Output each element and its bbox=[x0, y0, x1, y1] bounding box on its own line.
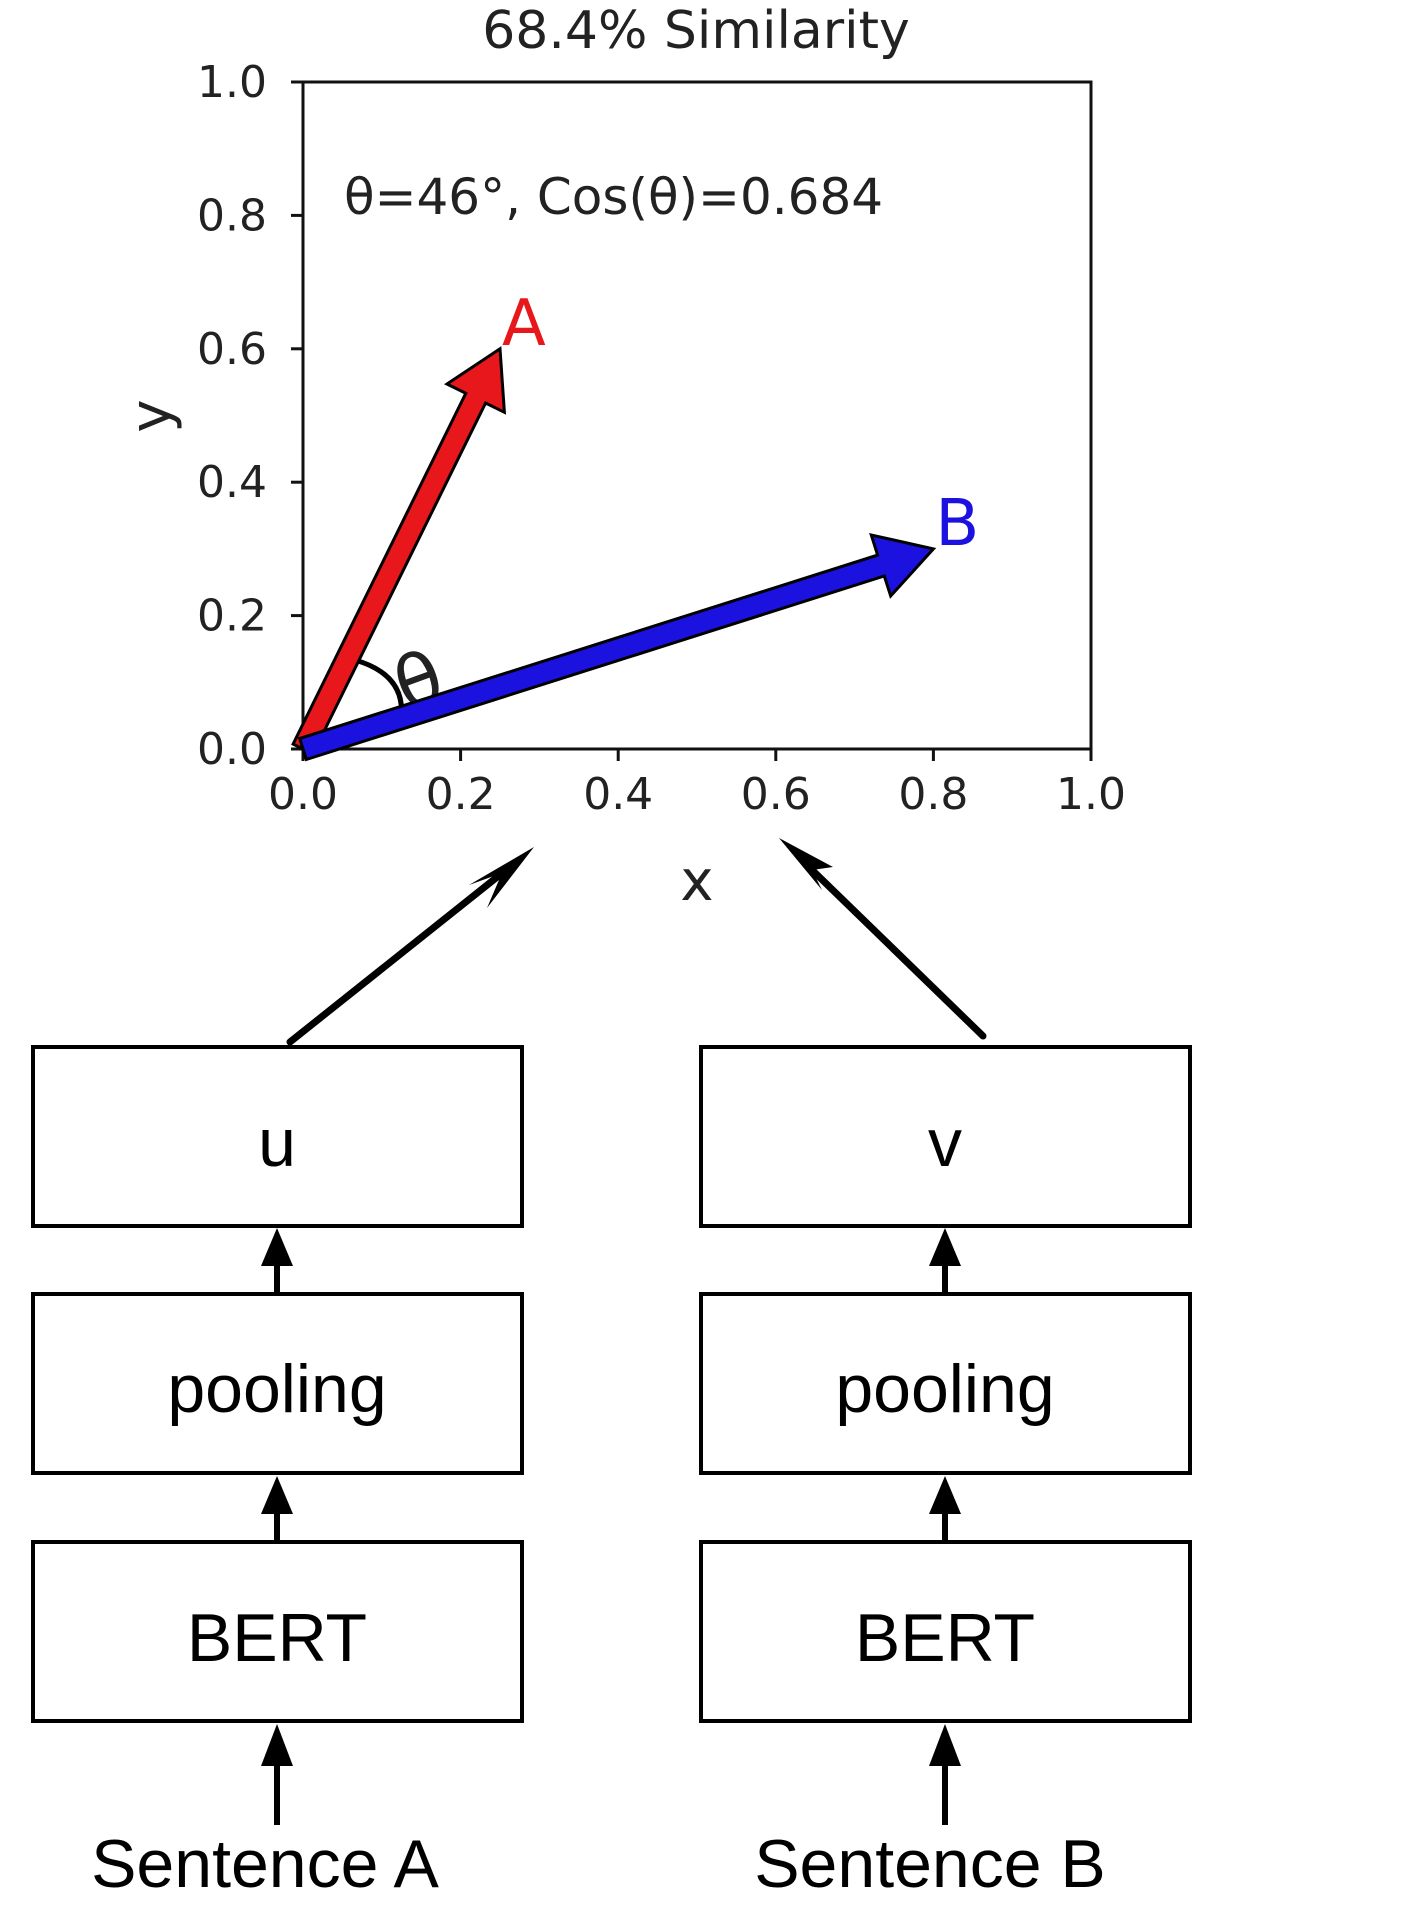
bert-box-b bbox=[699, 1540, 1192, 1723]
v-label: v bbox=[928, 1105, 962, 1181]
x-tick-label: 1.0 bbox=[1056, 769, 1126, 820]
vector-layer: AB bbox=[291, 287, 979, 762]
pooling-box-b bbox=[699, 1292, 1192, 1475]
x-tick-label: 0.0 bbox=[268, 769, 338, 820]
vector-a-label: A bbox=[502, 287, 546, 361]
x-axis-label: x bbox=[680, 849, 713, 914]
bert-to-pooling-arrowhead-a bbox=[261, 1476, 293, 1514]
pooling-box-a bbox=[31, 1292, 524, 1475]
vector-b-label: B bbox=[935, 487, 979, 561]
chart-title: 68.4% Similarity bbox=[482, 1, 910, 61]
embedding-connectors bbox=[286, 838, 987, 1046]
u-to-plot-arrow bbox=[286, 866, 510, 1046]
similarity-plot: 68.4% Similarity 0.0 0.2 0.4 0.6 0.8 1.0 0.00… bbox=[119, 1, 1126, 914]
vector-a-arrow bbox=[291, 346, 507, 756]
x-tick-label: 0.2 bbox=[426, 769, 496, 820]
pooling-to-v-arrowhead bbox=[929, 1228, 961, 1266]
sentence-to-bert-arrowhead-b bbox=[929, 1724, 961, 1766]
left-pipeline: u pooling BERT Sentence A bbox=[31, 1045, 524, 1902]
right-pipeline: v pooling BERT Sentence B bbox=[699, 1045, 1192, 1902]
pooling-label-a: pooling bbox=[167, 1351, 386, 1427]
bert-label-b: BERT bbox=[855, 1600, 1035, 1676]
bert-to-pooling-arrowhead-b bbox=[929, 1476, 961, 1514]
bert-box-a bbox=[31, 1540, 524, 1723]
x-axis-ticks: 0.0 0.2 0.4 0.6 0.8 1.0 bbox=[268, 749, 1126, 820]
x-tick-label: 0.6 bbox=[741, 769, 811, 820]
vector-b-arrow bbox=[297, 532, 937, 762]
sentence-b-label: Sentence B bbox=[754, 1826, 1106, 1902]
v-to-plot-arrow bbox=[804, 862, 987, 1040]
y-tick-label: 1.0 bbox=[197, 57, 267, 108]
x-tick-label: 0.4 bbox=[583, 769, 653, 820]
y-tick-label: 0.8 bbox=[197, 190, 267, 241]
y-tick-label: 0.4 bbox=[197, 457, 267, 508]
u-arrowhead bbox=[469, 847, 534, 908]
y-axis-label: y bbox=[119, 399, 184, 432]
sentence-a-label: Sentence A bbox=[91, 1826, 439, 1902]
sentence-to-bert-arrowhead-a bbox=[261, 1724, 293, 1766]
u-box bbox=[31, 1045, 524, 1228]
v-arrowhead bbox=[779, 838, 833, 890]
pooling-label-b: pooling bbox=[835, 1351, 1054, 1427]
u-label: u bbox=[258, 1105, 296, 1181]
plot-frame bbox=[301, 80, 1093, 751]
v-box bbox=[699, 1045, 1192, 1228]
similarity-annotation: θ=46°, Cos(θ)=0.684 bbox=[344, 168, 883, 226]
y-tick-label: 0.6 bbox=[197, 324, 267, 375]
y-tick-label: 0.2 bbox=[197, 591, 267, 642]
y-axis-ticks: 0.0 0.2 0.4 0.6 0.8 1.0 bbox=[197, 57, 303, 775]
y-tick-label: 0.0 bbox=[197, 724, 267, 775]
x-tick-label: 0.8 bbox=[898, 769, 968, 820]
pooling-to-u-arrowhead bbox=[261, 1228, 293, 1266]
bert-label-a: BERT bbox=[187, 1600, 367, 1676]
